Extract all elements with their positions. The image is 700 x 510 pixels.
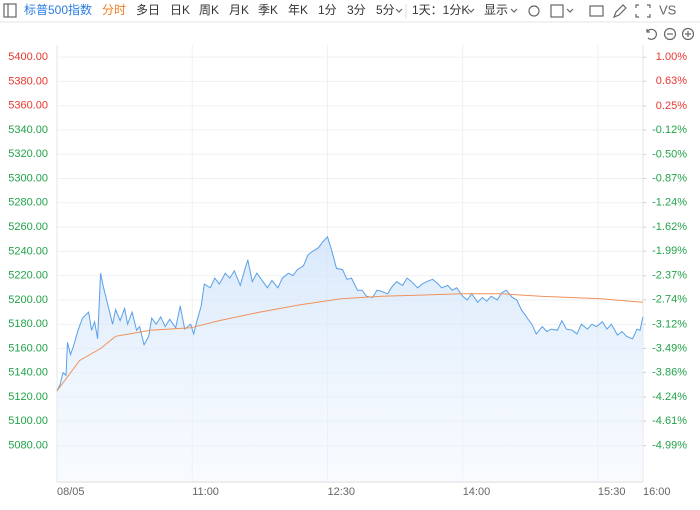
index-title[interactable]: 标普500指数 bbox=[24, 2, 92, 17]
tab[interactable]: 5分 bbox=[376, 3, 395, 17]
zoom-in-plus bbox=[685, 31, 691, 37]
toolbar: 标普500指数 分时 多日 日K 周K 月K 季K 年K 1分 3分 5分 1天… bbox=[0, 2, 700, 41]
y-tick-label: 5340.00 bbox=[8, 124, 48, 136]
y-tick-label: 5160.00 bbox=[8, 342, 48, 354]
x-tick-label: 16:00 bbox=[643, 486, 671, 498]
y2-tick-label: -0.50% bbox=[652, 148, 687, 160]
y-tick-label: 5220.00 bbox=[8, 270, 48, 282]
y-tick-label: 5320.00 bbox=[8, 148, 48, 160]
chevron bbox=[566, 8, 574, 13]
camera-icon[interactable] bbox=[589, 5, 604, 17]
x-tick-label: 15:30 bbox=[598, 486, 626, 498]
y-tick-label: 5300.00 bbox=[8, 172, 48, 184]
y-tick-label: 5280.00 bbox=[8, 197, 48, 209]
y2-tick-label: 0.25% bbox=[656, 100, 687, 112]
edit-icon[interactable] bbox=[612, 4, 627, 19]
y-tick-label: 5180.00 bbox=[8, 318, 48, 330]
tab[interactable]: 多日 bbox=[136, 3, 160, 17]
x-tick-label: 14:00 bbox=[463, 486, 491, 498]
y-tick-label: 5260.00 bbox=[8, 221, 48, 233]
y-tick-label: 5400.00 bbox=[8, 51, 48, 63]
y-tick-label: 5140.00 bbox=[8, 367, 48, 379]
y2-tick-label: -4.61% bbox=[652, 415, 687, 427]
price-area bbox=[57, 236, 643, 482]
y2-tick-label: -2.37% bbox=[652, 270, 687, 282]
chevron bbox=[395, 8, 403, 13]
tab[interactable]: 年K bbox=[288, 3, 308, 17]
y2-tick-label: -2.74% bbox=[652, 294, 687, 306]
tab[interactable]: 周K bbox=[199, 3, 219, 17]
y-tick-label: 5100.00 bbox=[8, 415, 48, 427]
display[interactable]: 显示 bbox=[484, 3, 508, 17]
average-line bbox=[56, 293, 644, 392]
zoom-out-icon[interactable] bbox=[663, 27, 677, 41]
tab[interactable]: 3分 bbox=[347, 3, 366, 17]
y2-tick-label: -4.99% bbox=[652, 440, 687, 452]
y2-tick-label: -0.12% bbox=[652, 124, 687, 136]
y2-tick-label: -0.87% bbox=[652, 172, 687, 184]
x-tick-label: 08/05 bbox=[57, 486, 85, 498]
y-tick-label: 5120.00 bbox=[8, 391, 48, 403]
fullscreen-icon[interactable] bbox=[635, 4, 651, 18]
zoom-in-icon[interactable] bbox=[681, 27, 695, 41]
tab[interactable]: 季K bbox=[258, 3, 278, 17]
y2-tick-label: -3.86% bbox=[652, 366, 687, 378]
interval[interactable]: 1天：1分K bbox=[412, 3, 469, 17]
y2-tick-label: -1.62% bbox=[652, 221, 687, 233]
y2-tick-label: -4.24% bbox=[652, 391, 687, 403]
y2-tick-label: -1.24% bbox=[652, 196, 687, 208]
y2-tick-label: 0.63% bbox=[656, 75, 687, 87]
panel-icon[interactable] bbox=[3, 3, 17, 18]
x-tick-label: 11:00 bbox=[192, 486, 219, 498]
chevron bbox=[467, 8, 475, 13]
settings-icon[interactable] bbox=[528, 5, 540, 17]
price-line bbox=[56, 235, 644, 392]
y-tick-label: 5240.00 bbox=[8, 245, 48, 257]
tab[interactable]: 月K bbox=[229, 3, 249, 17]
tab[interactable]: 1分 bbox=[318, 3, 337, 17]
y-tick-label: 5360.00 bbox=[8, 100, 48, 112]
y2-tick-label: -3.12% bbox=[652, 318, 687, 330]
tab[interactable]: 分时 bbox=[102, 3, 126, 17]
x-tick-label: 12:30 bbox=[327, 486, 355, 498]
chevron bbox=[510, 8, 518, 13]
y-tick-label: 5200.00 bbox=[8, 294, 48, 306]
tab[interactable]: 日K bbox=[170, 3, 190, 17]
checkbox-icon[interactable] bbox=[550, 4, 564, 18]
y-tick-label: 5380.00 bbox=[8, 75, 48, 87]
y2-tick-label: -3.49% bbox=[652, 342, 687, 354]
y-tick-label: 5080.00 bbox=[8, 439, 48, 451]
undo-icon[interactable] bbox=[646, 28, 657, 40]
compare[interactable]: VS bbox=[659, 2, 677, 17]
y2-tick-label: 1.00% bbox=[656, 51, 687, 63]
y2-tick-label: -1.99% bbox=[652, 245, 687, 257]
